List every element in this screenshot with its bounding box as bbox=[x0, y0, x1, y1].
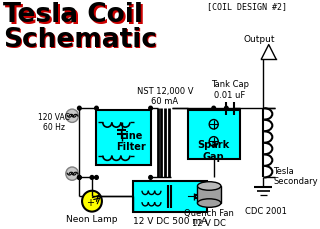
Text: Schematic: Schematic bbox=[3, 27, 157, 52]
Circle shape bbox=[77, 107, 81, 111]
Text: Tesla
Secondary: Tesla Secondary bbox=[273, 166, 318, 186]
Text: Output: Output bbox=[244, 35, 276, 44]
Circle shape bbox=[77, 176, 81, 180]
Text: Tank Cap
0.01 uF: Tank Cap 0.01 uF bbox=[211, 80, 249, 99]
Text: [COIL DESIGN #2]: [COIL DESIGN #2] bbox=[207, 2, 287, 11]
Circle shape bbox=[82, 191, 102, 212]
Ellipse shape bbox=[197, 199, 221, 207]
Bar bbox=[97, 111, 151, 165]
Text: CDC 2001: CDC 2001 bbox=[245, 207, 287, 215]
Text: 12 V DC 500 mA: 12 V DC 500 mA bbox=[133, 216, 208, 225]
Circle shape bbox=[149, 107, 152, 111]
Text: +: + bbox=[86, 197, 94, 207]
Text: 120 VAC
60 Hz: 120 VAC 60 Hz bbox=[38, 112, 70, 132]
Text: Quench Fan
12 V DC: Quench Fan 12 V DC bbox=[184, 208, 234, 227]
Text: Spark
Gap: Spark Gap bbox=[197, 139, 230, 161]
Text: Neon Lamp: Neon Lamp bbox=[66, 215, 118, 224]
Text: Tesla Coil: Tesla Coil bbox=[4, 4, 145, 30]
Circle shape bbox=[225, 107, 228, 111]
Polygon shape bbox=[190, 193, 194, 200]
Circle shape bbox=[95, 107, 98, 111]
Circle shape bbox=[90, 176, 94, 180]
Circle shape bbox=[149, 176, 152, 180]
Ellipse shape bbox=[197, 182, 221, 191]
Bar bbox=[188, 111, 240, 160]
Bar bbox=[133, 181, 207, 212]
Circle shape bbox=[66, 110, 78, 123]
Text: Tesla Coil: Tesla Coil bbox=[3, 2, 143, 28]
Text: Schematic: Schematic bbox=[4, 28, 158, 54]
Text: Line
Filter: Line Filter bbox=[116, 130, 146, 152]
Circle shape bbox=[77, 176, 81, 180]
Text: NST 12,000 V
60 mA: NST 12,000 V 60 mA bbox=[137, 87, 193, 106]
Circle shape bbox=[95, 176, 98, 180]
Circle shape bbox=[212, 107, 215, 111]
Circle shape bbox=[66, 167, 78, 180]
Bar bbox=[197, 186, 221, 203]
